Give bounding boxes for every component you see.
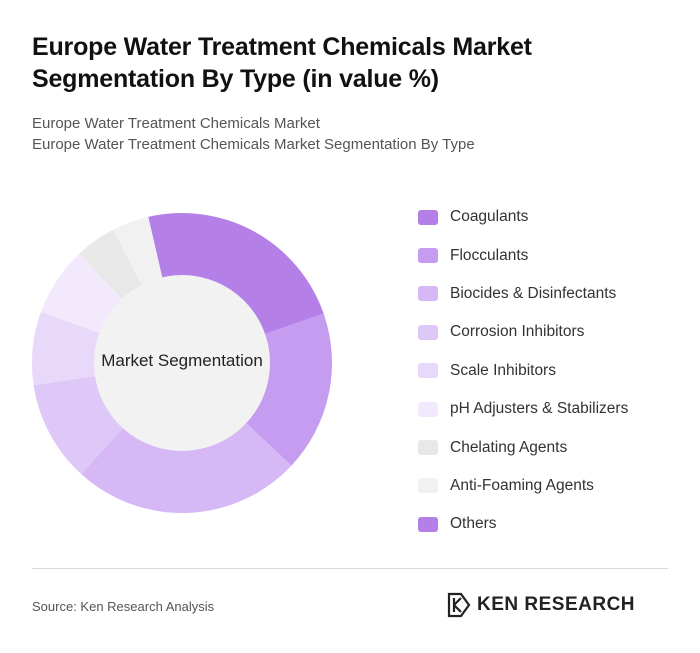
ken-research-k-icon xyxy=(447,592,471,618)
legend-swatch xyxy=(418,363,438,379)
legend-item-biocides-disinfectants: Biocides & Disinfectants xyxy=(418,275,628,313)
legend-swatch xyxy=(418,209,438,225)
legend-label: Corrosion Inhibitors xyxy=(450,323,585,341)
donut-center xyxy=(94,275,270,451)
subtitle-line-2: Europe Water Treatment Chemicals Market … xyxy=(32,136,475,153)
source-note: Source: Ken Research Analysis xyxy=(32,599,215,614)
legend-label: Others xyxy=(450,515,497,533)
footer-divider xyxy=(32,568,668,569)
legend-swatch xyxy=(418,516,438,532)
legend-swatch xyxy=(418,478,438,494)
chart-subtitle: Europe Water Treatment Chemicals Market … xyxy=(32,113,475,155)
legend-swatch xyxy=(418,248,438,264)
chart-legend: Coagulants Flocculants Biocides & Disinfec… xyxy=(418,198,628,544)
legend-label: pH Adjusters & Stabilizers xyxy=(450,400,629,418)
legend-item-ph-adjusters-stabilizers: pH Adjusters & Stabilizers xyxy=(418,390,628,428)
legend-swatch xyxy=(418,286,438,302)
legend-item-corrosion-inhibitors: Corrosion Inhibitors xyxy=(418,313,628,351)
donut-center-label: Market Segmentation xyxy=(101,351,263,370)
legend-label: Flocculants xyxy=(450,246,529,264)
legend-item-others: Others xyxy=(418,505,628,543)
ken-research-logo: KEN RESEARCH xyxy=(447,592,635,618)
legend-item-coagulants: Coagulants xyxy=(418,198,628,236)
donut-chart xyxy=(32,213,332,513)
legend-label: Anti-Foaming Agents xyxy=(450,476,594,494)
chart-title: Europe Water Treatment Chemicals Market … xyxy=(32,33,532,93)
legend-label: Biocides & Disinfectants xyxy=(450,284,617,302)
subtitle-line-1: Europe Water Treatment Chemicals Market xyxy=(32,115,320,132)
legend-swatch xyxy=(418,440,438,456)
legend-swatch xyxy=(418,401,438,417)
legend-swatch xyxy=(418,324,438,340)
legend-item-flocculants: Flocculants xyxy=(418,236,628,274)
legend-label: Chelating Agents xyxy=(450,438,568,456)
logo-text: KEN RESEARCH xyxy=(477,594,636,615)
legend-label: Scale Inhibitors xyxy=(450,361,556,379)
legend-item-scale-inhibitors: Scale Inhibitors xyxy=(418,352,628,390)
legend-label: Coagulants xyxy=(450,208,529,226)
legend-item-chelating-agents: Chelating Agents xyxy=(418,428,628,466)
legend-item-anti-foaming-agents: Anti-Foaming Agents xyxy=(418,467,628,505)
